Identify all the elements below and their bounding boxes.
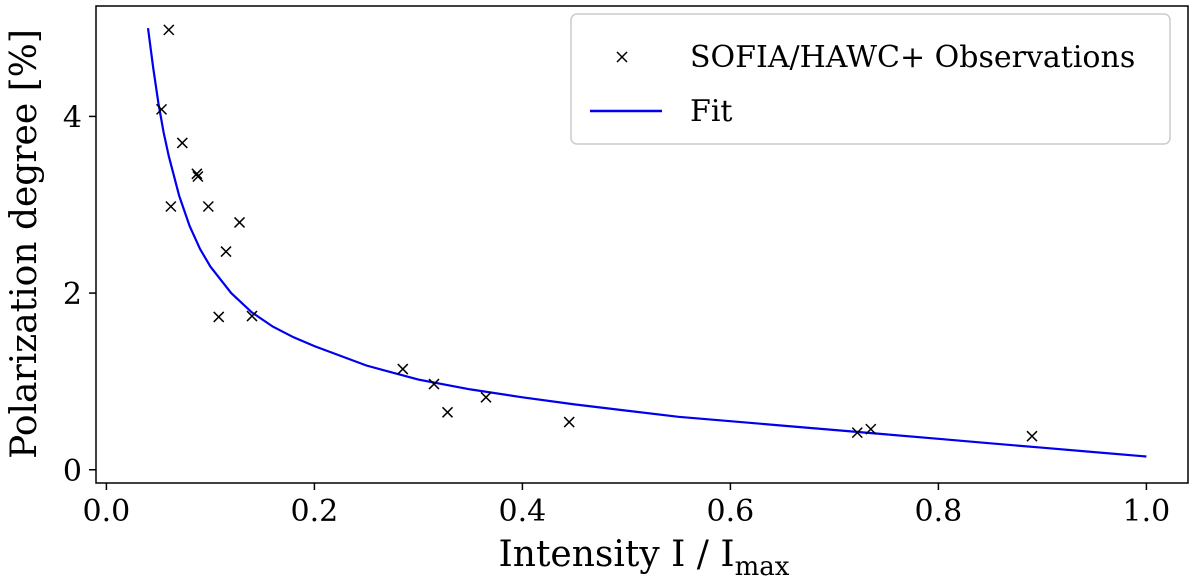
observation-point bbox=[865, 423, 877, 435]
legend-label-fit: Fit bbox=[690, 94, 732, 129]
observation-points-layer bbox=[155, 24, 1038, 442]
observation-point bbox=[176, 137, 188, 149]
y-axis-label: Polarization degree [%] bbox=[4, 29, 45, 459]
observation-point bbox=[563, 416, 575, 428]
observation-point bbox=[246, 310, 258, 322]
observation-point bbox=[233, 216, 246, 228]
x-tick-label: 0.2 bbox=[291, 494, 339, 529]
legend-box bbox=[570, 13, 1171, 145]
observation-point bbox=[441, 406, 454, 418]
observation-point bbox=[192, 170, 204, 183]
legend-marker-observations bbox=[616, 51, 628, 63]
axis-ticks: 0.0 0.2 0.4 0.6 0.8 1.0 0 2 4 bbox=[63, 100, 1170, 529]
y-tick-label: 2 bbox=[63, 277, 82, 312]
plot-frame bbox=[95, 5, 1189, 484]
observation-point bbox=[220, 246, 232, 258]
x-tick-label: 0.4 bbox=[499, 494, 547, 529]
observation-point bbox=[851, 427, 863, 439]
observation-point bbox=[202, 200, 214, 213]
observation-point bbox=[155, 103, 168, 115]
observation-point bbox=[191, 168, 203, 180]
y-tick-label: 0 bbox=[63, 454, 82, 489]
observation-point bbox=[1026, 430, 1038, 442]
x-axis-label: Intensity I / Imax bbox=[499, 534, 790, 582]
observation-point bbox=[397, 363, 409, 375]
legend: SOFIA/HAWC+ Observations Fit bbox=[570, 13, 1171, 145]
y-tick-label: 4 bbox=[63, 100, 82, 135]
observation-point bbox=[163, 24, 175, 36]
legend-label-observations: SOFIA/HAWC+ Observations bbox=[690, 40, 1135, 75]
fit-line bbox=[146, 27, 1147, 458]
observation-point bbox=[480, 391, 492, 403]
x-tick-label: 1.0 bbox=[1123, 494, 1171, 529]
observation-point bbox=[213, 311, 225, 323]
x-tick-label: 0.6 bbox=[707, 494, 755, 529]
fit-line-layer bbox=[146, 27, 1147, 458]
observation-point bbox=[165, 200, 177, 213]
x-tick-label: 0.0 bbox=[83, 494, 131, 529]
x-tick-label: 0.8 bbox=[915, 494, 963, 529]
observation-point bbox=[428, 378, 440, 390]
